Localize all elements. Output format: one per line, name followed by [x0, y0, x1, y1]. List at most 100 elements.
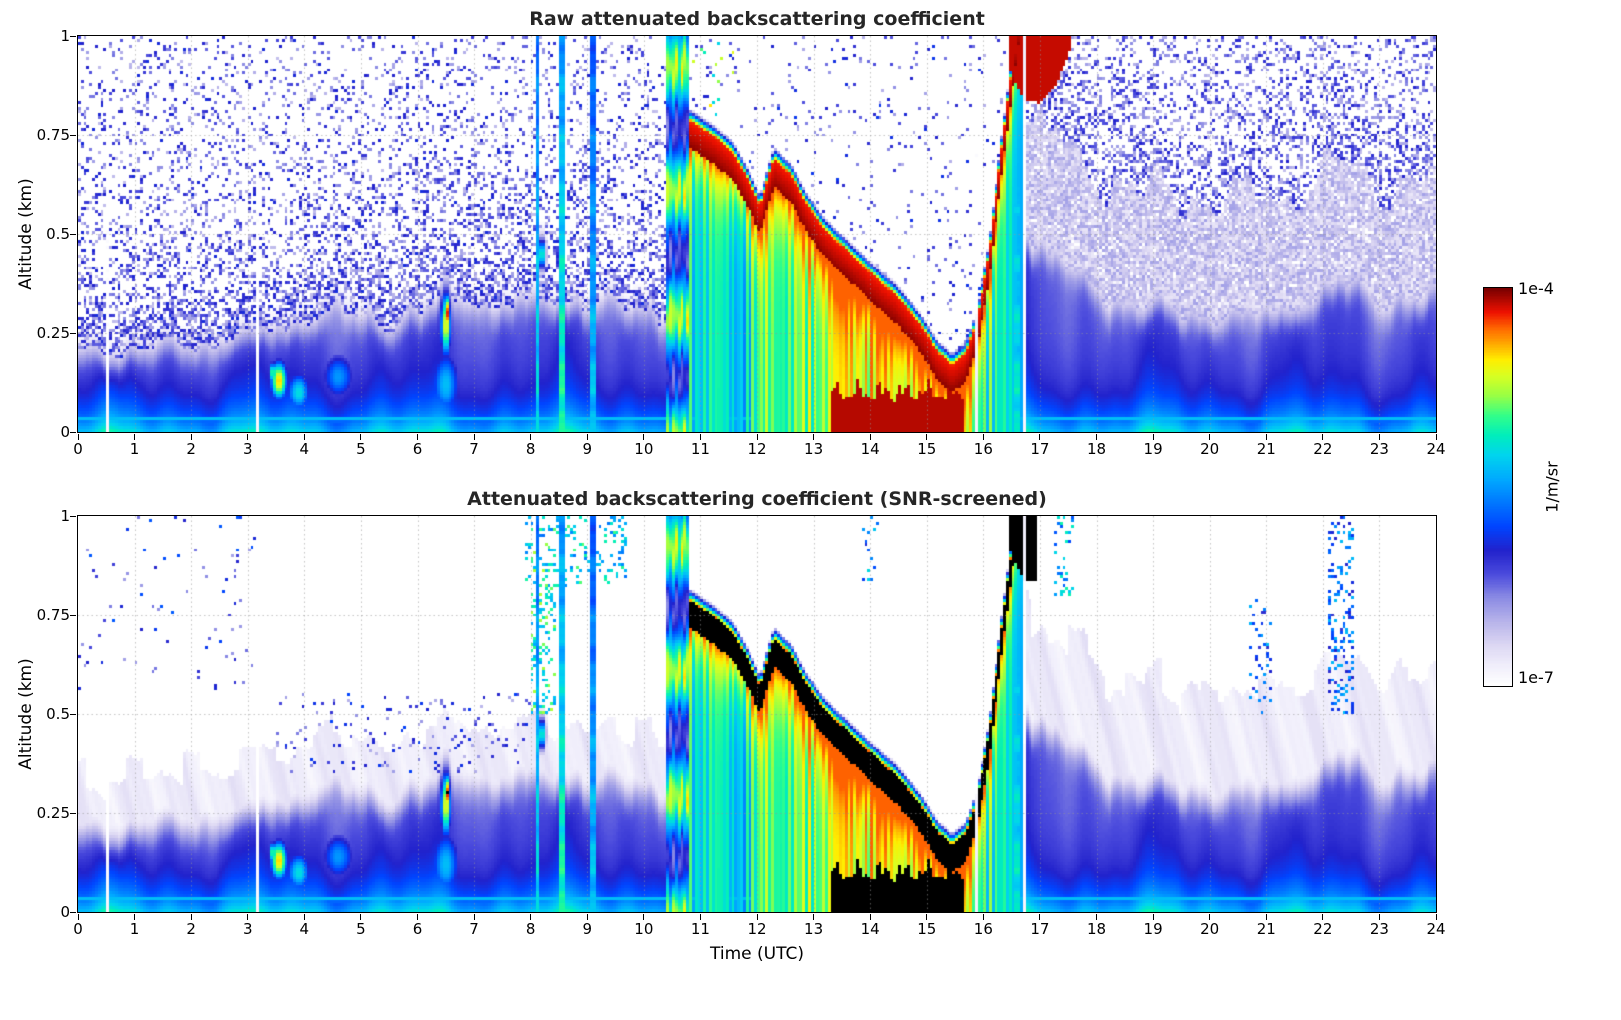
- x-tick-label: 21: [1256, 440, 1276, 458]
- y-tick-mark: [70, 812, 76, 814]
- y-tick-mark: [70, 332, 76, 334]
- x-tick-label: 5: [356, 920, 366, 938]
- x-tick-label: 1: [129, 920, 140, 938]
- x-tick-mark: [1265, 434, 1267, 440]
- x-tick-label: 3: [242, 440, 253, 458]
- x-tick-label: 12: [747, 920, 767, 938]
- x-tick-mark: [699, 434, 701, 440]
- x-tick-mark: [869, 434, 871, 440]
- x-tick-label: 3: [242, 920, 253, 938]
- x-tick-mark: [1322, 434, 1324, 440]
- x-tick-label: 7: [469, 920, 479, 938]
- colorbar-min-label: 1e-7: [1518, 668, 1554, 687]
- x-tick-mark: [643, 434, 645, 440]
- x-tick-mark: [247, 434, 249, 440]
- x-tick-mark: [1152, 434, 1154, 440]
- x-tick-label: 11: [690, 440, 710, 458]
- x-tick-label: 20: [1200, 440, 1220, 458]
- x-tick-label: 1: [129, 440, 140, 458]
- x-tick-mark: [1378, 434, 1380, 440]
- x-tick-label: 9: [582, 440, 593, 458]
- x-tick-mark: [134, 434, 136, 440]
- x-tick-label: 13: [804, 440, 824, 458]
- x-tick-label: 11: [690, 920, 710, 938]
- x-tick-label: 20: [1200, 920, 1220, 938]
- x-tick-label: 16: [973, 440, 993, 458]
- x-tick-label: 19: [1143, 440, 1163, 458]
- x-tick-mark: [926, 914, 928, 920]
- x-tick-label: 6: [412, 440, 423, 458]
- colorbar-max-label: 1e-4: [1518, 279, 1554, 298]
- x-tick-mark: [1378, 914, 1380, 920]
- heatmap-screened: [76, 514, 1437, 913]
- y-tick-mark: [70, 515, 76, 517]
- x-tick-label: 4: [299, 920, 310, 938]
- x-tick-mark: [869, 914, 871, 920]
- x-tick-mark: [1096, 434, 1097, 440]
- x-tick-mark: [190, 434, 192, 440]
- x-tick-mark: [417, 434, 418, 440]
- x-tick-label: 10: [634, 440, 654, 458]
- colorbar-unit-label: 1/m/sr: [1542, 461, 1562, 513]
- x-tick-mark: [813, 434, 815, 440]
- x-tick-label: 0: [73, 920, 83, 938]
- x-tick-mark: [360, 914, 362, 920]
- x-tick-label: 7: [469, 440, 479, 458]
- y-tick-label: 0: [60, 903, 70, 921]
- y-tick-label: 0.75: [36, 126, 70, 144]
- x-tick-label: 15: [917, 440, 937, 458]
- x-tick-mark: [134, 914, 136, 920]
- x-tick-label: 19: [1143, 920, 1163, 938]
- x-tick-label: 22: [1313, 440, 1333, 458]
- x-tick-label: 17: [1030, 920, 1050, 938]
- x-tick-label: 13: [804, 920, 824, 938]
- x-tick-mark: [586, 914, 588, 920]
- x-tick-mark: [1435, 914, 1437, 920]
- x-tick-mark: [1039, 914, 1041, 920]
- x-tick-mark: [247, 914, 249, 920]
- y-tick-label: 1: [60, 27, 70, 45]
- x-tick-label: 24: [1426, 920, 1446, 938]
- x-tick-mark: [813, 914, 815, 920]
- y-tick-label: 0.75: [36, 606, 70, 624]
- panel-title-raw: Raw attenuated backscattering coefficien…: [529, 8, 985, 30]
- x-axis-label: Time (UTC): [710, 944, 804, 964]
- x-tick-label: 22: [1313, 920, 1333, 938]
- x-tick-mark: [1039, 434, 1041, 440]
- x-tick-label: 9: [582, 920, 593, 938]
- x-tick-mark: [586, 434, 588, 440]
- x-tick-mark: [1209, 434, 1211, 440]
- y-tick-label: 0.25: [36, 804, 70, 822]
- x-tick-mark: [360, 434, 362, 440]
- x-tick-label: 23: [1369, 920, 1389, 938]
- x-tick-label: 14: [860, 920, 880, 938]
- x-tick-label: 16: [973, 920, 993, 938]
- x-tick-label: 12: [747, 440, 767, 458]
- y-tick-label: 0: [60, 423, 70, 441]
- x-tick-mark: [530, 914, 532, 920]
- x-tick-label: 10: [634, 920, 654, 938]
- y-tick-mark: [70, 911, 76, 913]
- x-tick-mark: [1265, 914, 1267, 920]
- x-tick-mark: [699, 914, 701, 920]
- x-tick-mark: [303, 434, 305, 440]
- y-tick-label: 0.5: [46, 705, 70, 723]
- x-tick-mark: [1096, 914, 1097, 920]
- x-tick-mark: [530, 434, 532, 440]
- x-tick-label: 5: [356, 440, 366, 458]
- y-tick-label: 0.5: [46, 225, 70, 243]
- x-tick-label: 24: [1426, 440, 1446, 458]
- x-tick-mark: [473, 434, 475, 440]
- y-tick-mark: [70, 134, 76, 136]
- y-tick-label: 0.25: [36, 324, 70, 342]
- x-tick-label: 21: [1256, 920, 1276, 938]
- x-tick-mark: [982, 434, 984, 440]
- x-tick-label: 15: [917, 920, 937, 938]
- y-tick-mark: [70, 233, 76, 235]
- x-tick-mark: [756, 434, 758, 440]
- x-tick-mark: [77, 434, 79, 440]
- x-tick-mark: [982, 914, 984, 920]
- x-tick-mark: [1435, 434, 1437, 440]
- x-tick-label: 4: [299, 440, 310, 458]
